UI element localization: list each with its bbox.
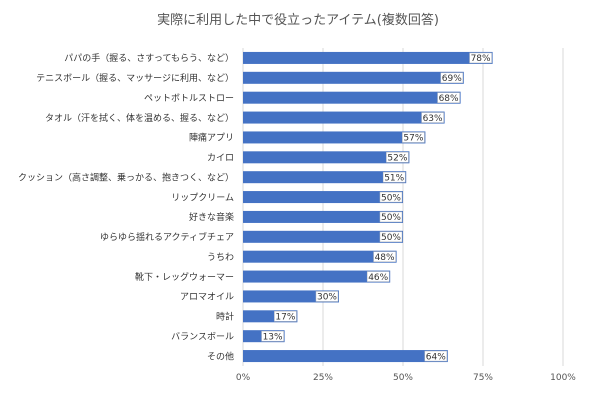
data-label-box xyxy=(261,330,284,342)
data-label: 50% xyxy=(381,193,401,203)
category-labels: パパの手（握る、さすってもらう、など） テニスボール（握る、マッサージに利用、など… xyxy=(18,52,234,362)
x-tick-label: 75% xyxy=(473,373,493,383)
x-tick-label: 50% xyxy=(393,373,413,383)
x-tick-label: 0% xyxy=(236,373,251,383)
category-label: テニスボール（握る、マッサージに利用、など） xyxy=(36,72,234,84)
data-label-box xyxy=(373,251,396,262)
bar xyxy=(243,71,464,84)
data-label: 78% xyxy=(471,54,491,64)
data-label-box xyxy=(402,132,425,143)
data-label: 50% xyxy=(381,233,401,243)
data-label: 48% xyxy=(375,253,395,263)
bar xyxy=(243,171,407,184)
x-axis-ticks: 0% 25% 50% 75% 100% xyxy=(236,373,576,383)
data-label: 50% xyxy=(381,213,401,223)
category-label: リップクリーム xyxy=(171,192,234,203)
category-label: ゆらゆら揺れるアクティブチェア xyxy=(100,231,234,243)
bar xyxy=(243,91,461,104)
data-label-box xyxy=(379,211,403,223)
data-label-box xyxy=(437,92,460,103)
data-label: 30% xyxy=(317,293,337,303)
data-label-box xyxy=(366,271,390,282)
category-label: ペットボトルストロー xyxy=(144,93,234,104)
bars: 78% 69% 68% 63%57% 52% 51% 50% 50% 50% 48% 46% 30% 1… xyxy=(243,51,493,363)
category-label: 靴下・レッグウォーマー xyxy=(135,271,234,283)
data-label: 68% xyxy=(439,94,459,104)
data-label: 64% xyxy=(426,352,446,362)
data-label-box xyxy=(274,311,297,322)
category-label: パパの手（握る、さすってもらう、など） xyxy=(64,52,234,64)
chart-title: 実際に利用した中で役立ったアイテム(複数回答) xyxy=(157,13,439,28)
data-label: 17% xyxy=(275,313,295,323)
bar xyxy=(243,210,403,223)
data-label-box xyxy=(386,152,409,163)
data-label: 52% xyxy=(387,154,407,164)
category-label: 時計 xyxy=(216,311,234,323)
category-label: アロマオイル xyxy=(180,292,234,303)
bar xyxy=(243,230,403,243)
bar xyxy=(243,111,445,124)
data-label: 63% xyxy=(423,114,443,124)
data-label: 13% xyxy=(263,332,283,342)
bar xyxy=(243,191,403,204)
bar xyxy=(243,131,426,144)
data-label: 46% xyxy=(368,273,388,283)
data-label: 57% xyxy=(403,134,423,144)
category-label: バランスボール xyxy=(171,331,234,342)
data-label-box xyxy=(382,171,406,183)
bar xyxy=(243,250,397,263)
category-label: タオル（汗を拭く、体を温める、握る、など） xyxy=(45,112,234,124)
data-label-box xyxy=(421,112,444,123)
data-label-box xyxy=(469,52,492,64)
data-label: 69% xyxy=(442,74,462,84)
data-label-box xyxy=(379,191,403,203)
category-label: 陣痛アプリ xyxy=(189,132,234,144)
data-label: 51% xyxy=(384,173,404,183)
data-label-box xyxy=(379,231,403,243)
category-label: うちわ xyxy=(207,252,234,263)
data-label-box xyxy=(440,72,464,84)
bar xyxy=(243,51,493,64)
data-label-box xyxy=(424,350,448,362)
category-label: カイロ xyxy=(207,153,234,164)
x-tick-label: 25% xyxy=(313,373,333,383)
x-tick-label: 100% xyxy=(550,373,576,383)
category-label: その他 xyxy=(207,350,234,362)
category-label: クッション（高さ調整、乗っかる、抱きつく、など） xyxy=(18,171,234,183)
bar xyxy=(243,350,448,363)
data-label-box xyxy=(315,291,339,302)
bar xyxy=(243,290,339,303)
bar xyxy=(243,270,391,283)
category-label: 好きな音楽 xyxy=(189,211,234,223)
bar xyxy=(243,151,410,164)
